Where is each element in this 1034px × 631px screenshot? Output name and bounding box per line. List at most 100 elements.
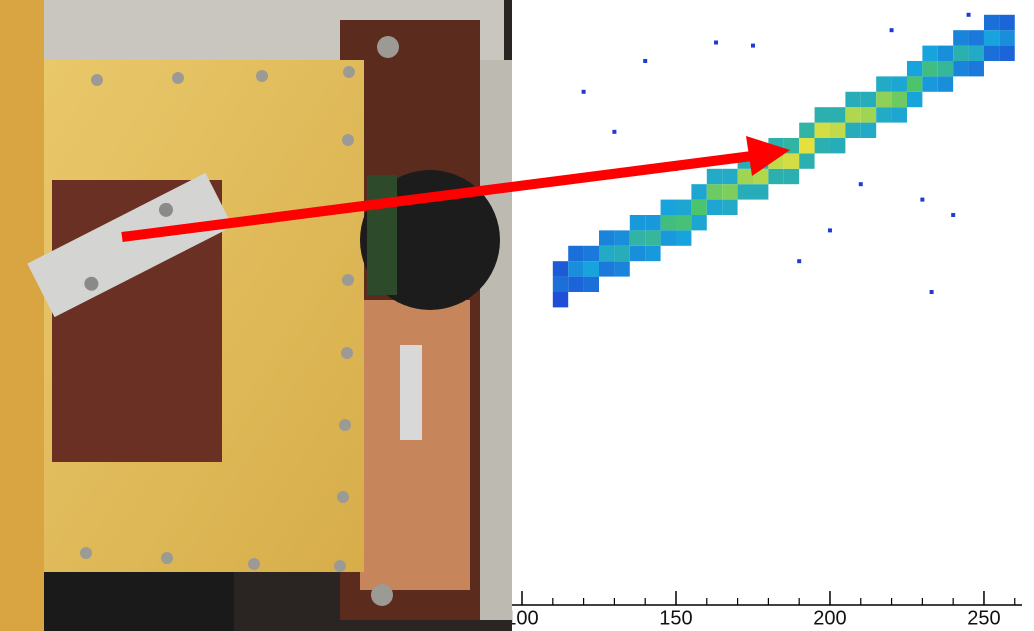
- outlier-cell: [828, 228, 832, 232]
- outlier-cell: [582, 90, 586, 94]
- outlier-cell: [797, 259, 801, 263]
- histogram-cell: [953, 30, 968, 45]
- histogram-cell: [876, 107, 891, 122]
- histogram-cell: [938, 61, 953, 76]
- histogram-cell: [738, 184, 753, 199]
- histogram-cell: [922, 61, 937, 76]
- outlier-cell: [920, 198, 924, 202]
- x-tick-label: 250: [967, 607, 1000, 629]
- screenshot: 100150200250: [0, 0, 1034, 631]
- histogram-cell: [630, 215, 645, 230]
- histogram-cell: [861, 107, 876, 122]
- screw: [341, 347, 353, 359]
- histogram-cell: [815, 123, 830, 138]
- screw: [342, 134, 354, 146]
- histogram-cell: [661, 200, 676, 215]
- screw: [172, 72, 184, 84]
- histogram-cell: [691, 215, 706, 230]
- tape: [0, 0, 44, 631]
- histogram-cell: [676, 230, 691, 245]
- outlier-cell: [714, 41, 718, 45]
- screw: [161, 552, 173, 564]
- body: 100150200250 (() => { const data = JSON.…: [0, 0, 1034, 631]
- histogram-cell: [722, 200, 737, 215]
- outlier-cell: [890, 28, 894, 32]
- histogram-cell: [599, 246, 614, 261]
- outlier-cell: [643, 59, 647, 63]
- histogram-cell: [815, 107, 830, 122]
- histogram-cell: [676, 215, 691, 230]
- histogram-cell: [861, 123, 876, 138]
- histogram-cell: [707, 184, 722, 199]
- screw: [339, 419, 351, 431]
- histogram-cell: [861, 92, 876, 107]
- histogram-cell: [784, 169, 799, 184]
- histogram-cell: [845, 123, 860, 138]
- histogram-cell: [568, 246, 583, 261]
- histogram-cell: [999, 30, 1014, 45]
- histogram-cell: [938, 76, 953, 91]
- screw: [337, 491, 349, 503]
- histogram-cell: [676, 200, 691, 215]
- histogram-cell: [876, 76, 891, 91]
- histogram-cell: [553, 277, 568, 292]
- histogram-cell: [830, 107, 845, 122]
- histogram-cell: [753, 184, 768, 199]
- histogram-cell: [969, 46, 984, 61]
- histogram-cell: [614, 246, 629, 261]
- histogram-cell: [999, 15, 1014, 30]
- bolt: [371, 584, 393, 606]
- histogram-cell: [738, 169, 753, 184]
- histogram-cell: [584, 261, 599, 276]
- histogram-cell: [876, 92, 891, 107]
- screw: [80, 547, 92, 559]
- screw: [334, 560, 346, 572]
- histogram-cell: [645, 246, 660, 261]
- connector: [400, 345, 422, 440]
- page: {"chart_data": {"type": "heatmap", "xlim…: [0, 0, 1034, 631]
- histogram-cell: [691, 184, 706, 199]
- bolt: [377, 36, 399, 58]
- copper-flex: [360, 300, 470, 590]
- connector-board: [367, 175, 397, 295]
- histogram-cell: [953, 61, 968, 76]
- outlier-cell: [930, 290, 934, 294]
- outlier-cell: [967, 13, 971, 17]
- histogram-cell: [799, 123, 814, 138]
- outlier-cell: [951, 213, 955, 217]
- histogram-cell: [892, 92, 907, 107]
- histogram-cell: [707, 200, 722, 215]
- histogram-cell: [722, 184, 737, 199]
- histogram-cell: [984, 15, 999, 30]
- histogram: 100150200250: [505, 0, 1034, 631]
- x-tick-label: 200: [813, 607, 846, 629]
- x-tick-label: 150: [659, 607, 692, 629]
- screw: [342, 274, 354, 286]
- histogram-cell: [661, 215, 676, 230]
- histogram-cell: [784, 153, 799, 168]
- outlier-cell: [751, 44, 755, 48]
- histogram-cell: [799, 138, 814, 153]
- histogram-cell: [722, 169, 737, 184]
- histogram-cell: [984, 30, 999, 45]
- histogram-cell: [768, 169, 783, 184]
- histogram-cell: [707, 169, 722, 184]
- histogram-cell: [969, 61, 984, 76]
- histogram-cell: [845, 92, 860, 107]
- histogram-cell: [661, 230, 676, 245]
- histogram-cell: [984, 46, 999, 61]
- histogram-cell: [645, 230, 660, 245]
- histogram-cell: [645, 215, 660, 230]
- histogram-cell: [830, 123, 845, 138]
- histogram-cell: [969, 30, 984, 45]
- histogram-cell: [830, 138, 845, 153]
- histogram-cell: [907, 92, 922, 107]
- histogram-cell: [630, 246, 645, 261]
- histogram-cell: [892, 76, 907, 91]
- screw: [343, 66, 355, 78]
- histogram-cell: [599, 261, 614, 276]
- histogram-cell: [568, 277, 583, 292]
- histogram-cell: [892, 107, 907, 122]
- histogram-cell: [614, 261, 629, 276]
- outlier-cell: [612, 130, 616, 134]
